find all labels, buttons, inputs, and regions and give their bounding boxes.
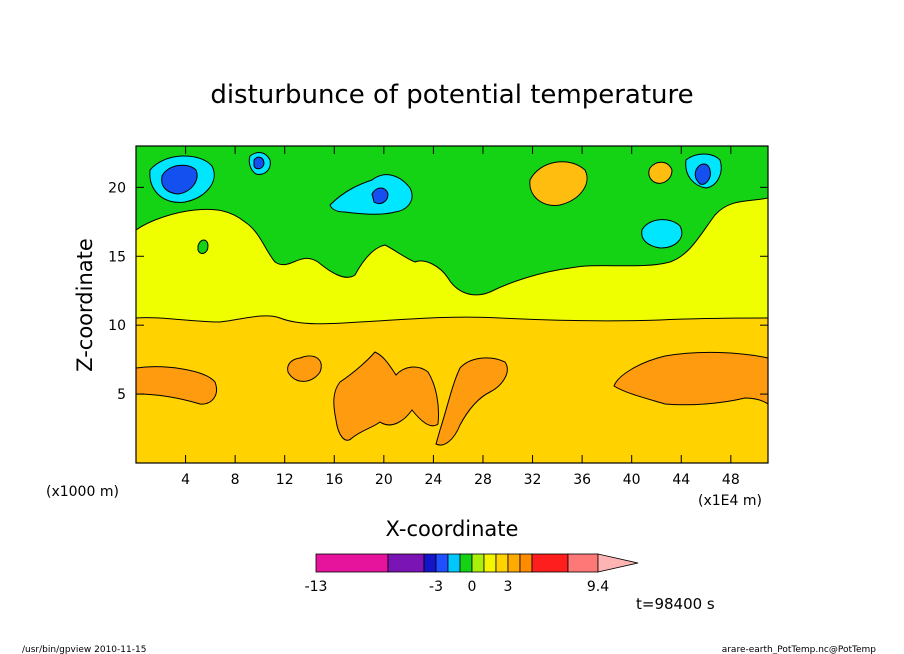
colorbar-cell: [483, 553, 497, 573]
x-axis: 4 8 12 16 20 24 28 32 36 40 44 48: [181, 146, 740, 488]
field-orange-region: [613, 351, 768, 406]
x-tick-label: 48: [722, 472, 740, 488]
plot-frame: [135, 145, 769, 464]
colorbar-cell: [459, 553, 473, 573]
colorbar-tick-label: 0: [468, 579, 477, 595]
field-cyan-region: [641, 219, 683, 249]
x-tick-label: 8: [231, 472, 240, 488]
x-unit-right: (x1E4 m): [698, 493, 762, 509]
colorbar-cell: [495, 553, 509, 573]
field-orange-region: [333, 351, 439, 441]
x-tick-label: 32: [524, 472, 542, 488]
x-tick-label: 44: [672, 472, 690, 488]
field-orange-region: [136, 366, 217, 405]
y-axis-label: Z-coordinate: [73, 238, 97, 372]
y-axis: 5 10 15 20: [108, 180, 768, 403]
x-tick-label: 24: [424, 472, 442, 488]
colorbar-arrow: [597, 553, 639, 573]
y-tick-label: 5: [117, 387, 126, 403]
y-tick-label: 20: [108, 180, 126, 196]
chart-title: disturbunce of potential temperature: [210, 80, 693, 110]
field-blue-region: [371, 187, 389, 205]
colorbar-cell: [507, 553, 521, 573]
colorbar-cell: [387, 553, 425, 573]
x-tick-label: 20: [375, 472, 393, 488]
field-blue-region: [161, 164, 198, 195]
colorbar-cell: [423, 553, 437, 573]
x-axis-label: X-coordinate: [386, 517, 519, 541]
x-unit-left: (x1000 m): [46, 484, 119, 500]
x-tick-label: 16: [325, 472, 343, 488]
y-tick-label: 15: [108, 249, 126, 265]
field-light-orange-region: [648, 161, 673, 184]
colorbar: -13 -3 0 3 9.4: [305, 553, 639, 595]
field-blue-region: [253, 156, 265, 170]
field-orange-region: [435, 357, 508, 446]
colorbar-tick-label: -13: [305, 579, 328, 595]
field-light-orange-region: [529, 161, 588, 207]
time-label: t=98400 s: [636, 595, 715, 613]
x-tick-label: 28: [474, 472, 492, 488]
colorbar-tick-label: 9.4: [587, 579, 609, 595]
field-green-region: [136, 146, 768, 296]
x-tick-label: 4: [181, 472, 190, 488]
field-blue-region: [694, 163, 711, 185]
x-tick-label: 40: [623, 472, 641, 488]
x-tick-label: 36: [573, 472, 591, 488]
colorbar-cell: [519, 553, 533, 573]
colorbar-tick-label: -3: [429, 579, 443, 595]
colorbar-cell: [315, 553, 389, 573]
x-tick-label: 12: [276, 472, 294, 488]
colorbar-tick-label: 3: [504, 579, 513, 595]
colorbar-cell: [435, 553, 449, 573]
colorbar-cell: [447, 553, 461, 573]
plot-area: [135, 145, 769, 464]
field-cyan-region: [329, 174, 413, 215]
y-tick-label: 10: [108, 318, 126, 334]
colorbar-cell: [471, 553, 485, 573]
colorbar-cell: [567, 553, 599, 573]
field-orange-region: [287, 355, 322, 382]
footer-left: /usr/bin/gpview 2010-11-15: [22, 645, 146, 654]
field-green-region: [197, 239, 209, 254]
footer-right: arare-earth_PotTemp.nc@PotTemp: [722, 645, 877, 654]
colorbar-cell: [531, 553, 569, 573]
